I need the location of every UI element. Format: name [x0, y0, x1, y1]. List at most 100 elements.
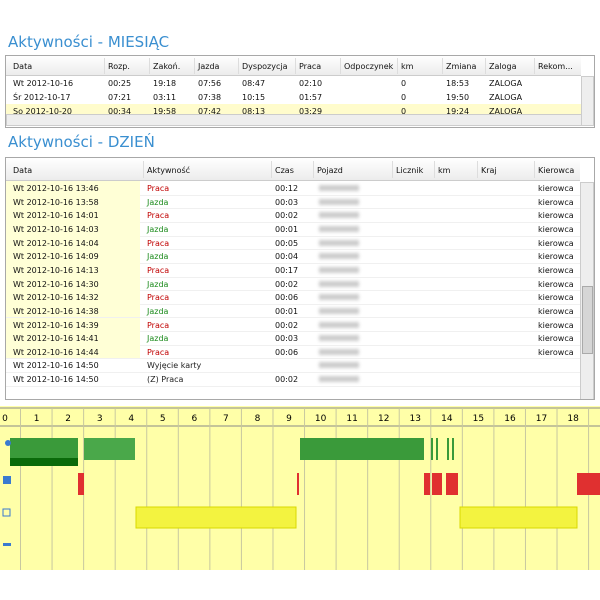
table-cell: Jazda	[147, 198, 168, 207]
table-cell: Jazda	[147, 252, 168, 261]
table-cell: kierowca	[538, 211, 574, 220]
blurred-vehicle	[319, 253, 359, 259]
table-cell: kierowca	[538, 184, 574, 193]
h-scrollbar[interactable]	[6, 114, 582, 126]
hour-label: 0	[2, 414, 8, 424]
hour-label: 5	[160, 414, 166, 424]
blurred-vehicle	[319, 212, 359, 218]
table-cell: 00:05	[275, 239, 298, 248]
table-cell: Jazda	[147, 334, 168, 343]
hour-label: 11	[346, 414, 357, 424]
table-cell: Wt 2012-10-16 14:39	[13, 321, 99, 330]
table-cell: Wt 2012-10-16 13:46	[13, 184, 99, 193]
day-title: Aktywności - DZIEŃ	[8, 133, 155, 151]
column-header: Licznik	[396, 166, 423, 175]
hour-label: 1	[34, 414, 40, 424]
table-cell: kierowca	[538, 266, 574, 275]
table-cell: 00:12	[275, 184, 298, 193]
table-cell: Praca	[147, 321, 169, 330]
column-header: km	[438, 166, 450, 175]
column-header: Dyspozycja	[242, 62, 288, 71]
table-cell: 00:04	[275, 252, 298, 261]
table-cell: Wt 2012-10-16 14:32	[13, 293, 99, 302]
hour-label: 14	[441, 414, 453, 424]
hour-label: 9	[286, 414, 292, 424]
table-cell: 01:57	[299, 93, 322, 102]
blurred-vehicle	[319, 362, 359, 368]
table-cell: Praca	[147, 184, 169, 193]
hour-label: 8	[255, 414, 261, 424]
col-sep	[434, 161, 435, 178]
column-header: km	[401, 62, 413, 71]
table-cell: Wt 2012-10-16 14:03	[13, 225, 99, 234]
table-cell: Wt 2012-10-16 14:44	[13, 348, 99, 357]
table-cell: 0	[401, 93, 406, 102]
table-cell: kierowca	[538, 252, 574, 261]
column-header: Zaloga	[489, 62, 516, 71]
col-sep	[149, 58, 150, 74]
table-cell: Wt 2012-10-16 14:50	[13, 361, 99, 370]
hour-label: 16	[504, 414, 516, 424]
column-header: Zmiana	[446, 62, 476, 71]
column-header: Pojazd	[317, 166, 343, 175]
table-cell: kierowca	[538, 198, 574, 207]
blurred-vehicle	[319, 185, 359, 191]
col-sep	[194, 58, 195, 74]
col-sep	[104, 58, 105, 74]
table-cell: Wt 2012-10-16 14:50	[13, 375, 99, 384]
blurred-vehicle	[319, 267, 359, 273]
hour-label: 10	[315, 414, 327, 424]
table-cell: 00:17	[275, 266, 298, 275]
blurred-vehicle	[319, 240, 359, 246]
col-sep	[442, 58, 443, 74]
table-cell: 0	[401, 79, 406, 88]
hour-label: 6	[191, 414, 197, 424]
table-cell: Wyjęcie karty	[147, 361, 201, 370]
table-cell: Wt 2012-10-16 14:41	[13, 334, 99, 343]
table-cell: 00:02	[275, 375, 298, 384]
table-cell: Praca	[147, 239, 169, 248]
v-scrollbar[interactable]	[581, 76, 594, 126]
column-header: Data	[13, 62, 32, 71]
table-cell: Wt 2012-10-16 14:30	[13, 280, 99, 289]
hour-label: 12	[378, 414, 389, 424]
table-cell: 00:25	[108, 79, 131, 88]
table-cell: kierowca	[538, 280, 574, 289]
table-cell: 00:01	[275, 307, 298, 316]
table-cell: Wt 2012-10-16 13:58	[13, 198, 99, 207]
column-header: Odpoczynek	[344, 62, 393, 71]
table-cell: Śr 2012-10-17	[13, 93, 70, 102]
table-cell: Wt 2012-10-16 14:09	[13, 252, 99, 261]
table-cell: Wt 2012-10-16 14:13	[13, 266, 99, 275]
month-title: Aktywności - MIESIĄC	[8, 33, 169, 51]
column-header: Aktywność	[147, 166, 190, 175]
hour-label: 13	[410, 414, 421, 424]
table-cell: 08:47	[242, 79, 265, 88]
table-cell: Wt 2012-10-16 14:04	[13, 239, 99, 248]
table-cell: Praca	[147, 293, 169, 302]
col-sep	[534, 161, 535, 178]
col-sep	[534, 58, 535, 74]
table-cell: (Z) Praca	[147, 375, 183, 384]
table-cell: Wt 2012-10-16 14:38	[13, 307, 99, 316]
table-cell: 00:02	[275, 280, 298, 289]
column-header: Rekom...	[538, 62, 573, 71]
table-cell: 00:02	[275, 211, 298, 220]
col-sep	[295, 58, 296, 74]
table-cell: kierowca	[538, 239, 574, 248]
table-cell: ZALOGA	[489, 93, 522, 102]
table-cell: 00:02	[275, 321, 298, 330]
table-cell: kierowca	[538, 321, 574, 330]
v-scrollbar[interactable]	[580, 182, 594, 400]
hour-label: 17	[536, 414, 547, 424]
column-header: Rozp.	[108, 62, 130, 71]
table-cell: Jazda	[147, 280, 168, 289]
timeline-bg	[0, 406, 600, 570]
table-cell: Jazda	[147, 225, 168, 234]
hour-label: 3	[97, 414, 103, 424]
hour-label: 2	[65, 414, 71, 424]
blurred-vehicle	[319, 199, 359, 205]
table-cell: 00:06	[275, 348, 298, 357]
table-cell: 00:03	[275, 334, 298, 343]
